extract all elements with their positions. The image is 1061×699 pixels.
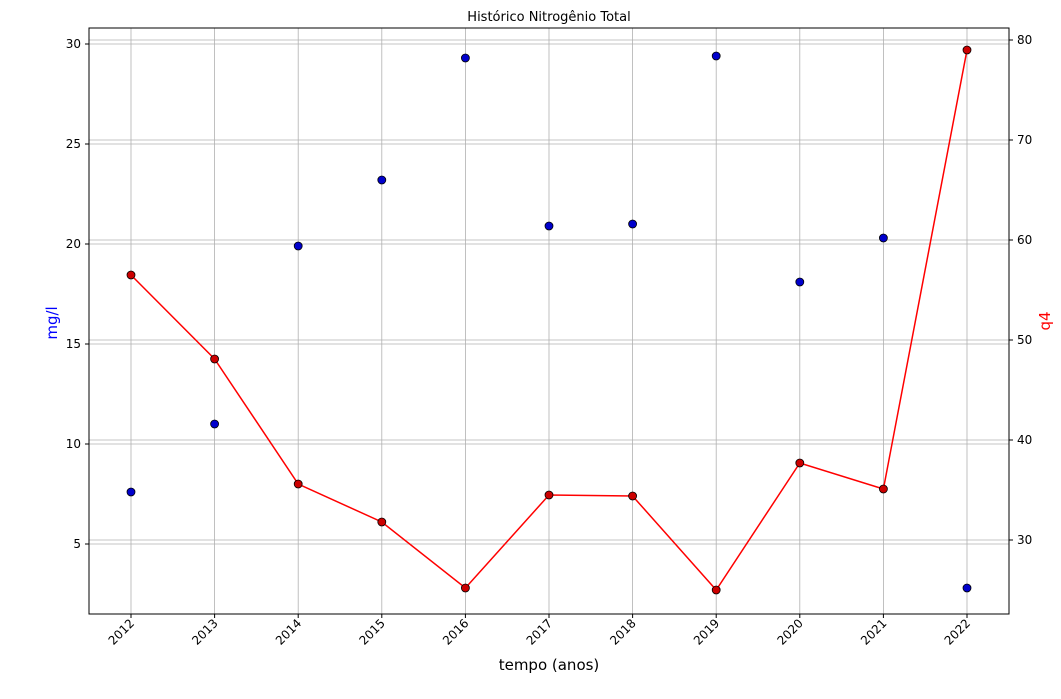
left-y-ticks: 5 10 15 20 25 30	[66, 37, 89, 551]
right-y-tick-label: 40	[1017, 433, 1032, 447]
left-y-axis-label: mg/l	[43, 306, 61, 339]
q4-point	[628, 491, 637, 501]
mg-l-point	[962, 583, 972, 593]
mg-l-point	[460, 53, 470, 63]
q4-point	[711, 585, 721, 595]
right-y-ticks: 30 40 50 60 70 80	[1009, 33, 1032, 547]
q4-series	[126, 45, 972, 595]
x-axis-label: tempo (anos)	[499, 656, 600, 674]
q4-point	[210, 354, 220, 364]
left-y-tick-label: 10	[66, 437, 81, 451]
q4-point	[293, 479, 303, 489]
left-y-gridlines	[89, 43, 1009, 545]
x-gridlines	[130, 28, 968, 614]
right-y-tick-label: 70	[1017, 133, 1032, 147]
mg-l-point	[879, 233, 888, 243]
right-y-tick-label: 80	[1017, 33, 1032, 47]
q4-point	[126, 270, 136, 280]
q4-point	[460, 583, 470, 593]
mg-l-point	[628, 219, 637, 229]
right-y-gridlines	[89, 39, 1009, 541]
left-y-tick-label: 20	[66, 237, 81, 251]
right-y-tick-label: 30	[1017, 533, 1032, 547]
q4-point	[962, 45, 972, 55]
left-y-tick-label: 5	[73, 537, 81, 551]
left-y-tick-label: 25	[66, 137, 81, 151]
mg-l-point	[544, 221, 554, 231]
mg-l-point	[795, 277, 805, 287]
mg-l-series	[126, 51, 972, 593]
mg-l-point	[126, 487, 136, 497]
q4-point	[879, 484, 888, 494]
chart-title: Histórico Nitrogênio Total	[467, 10, 630, 25]
q4-point	[795, 458, 805, 468]
q4-point	[544, 490, 554, 500]
mg-l-point	[210, 419, 220, 429]
q4-point	[377, 517, 387, 527]
right-y-tick-label: 60	[1017, 233, 1032, 247]
left-y-tick-label: 30	[66, 37, 81, 51]
mg-l-point	[293, 241, 303, 251]
right-y-axis-label: q4	[1036, 311, 1054, 330]
right-y-tick-label: 50	[1017, 333, 1032, 347]
mg-l-point	[377, 175, 387, 185]
left-y-tick-label: 15	[66, 337, 81, 351]
mg-l-point	[711, 51, 721, 61]
